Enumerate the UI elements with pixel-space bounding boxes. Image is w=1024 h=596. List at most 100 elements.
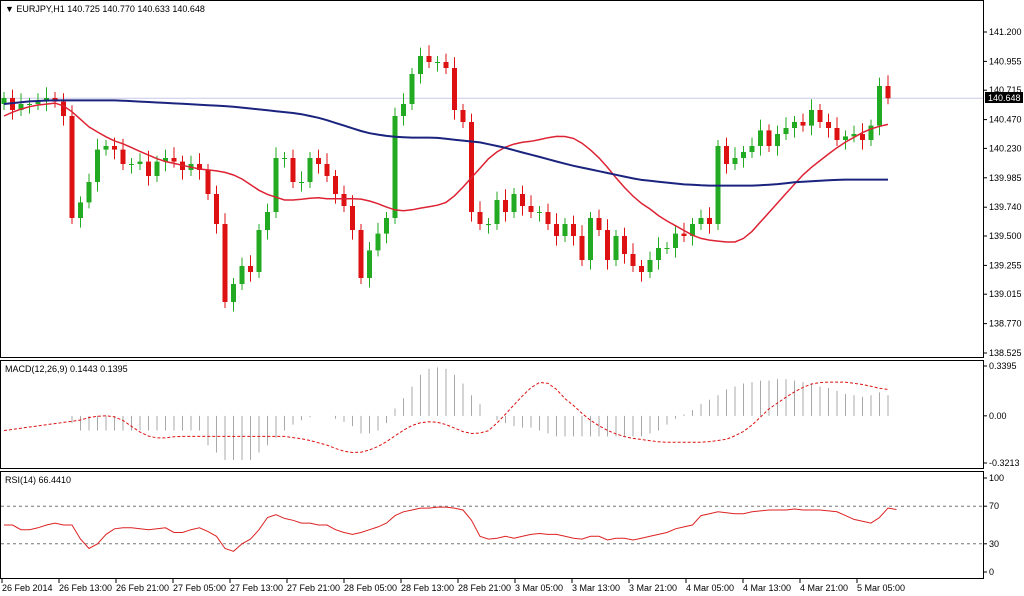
candle-body (528, 206, 534, 212)
candle-body (477, 212, 483, 224)
candle-body (18, 104, 24, 110)
candle-body (95, 149, 100, 182)
time-tick-label: 5 Mar 05:00 (857, 583, 905, 593)
symbol-label: ▼ EURJPY,H1 140.725 140.770 140.633 140.… (5, 4, 205, 14)
candle-body (579, 236, 585, 260)
candle-body (800, 122, 806, 126)
candle-body (494, 200, 500, 224)
candle-body (860, 134, 865, 140)
candle-body (282, 158, 287, 159)
price-tick-label: 139.985 (989, 173, 1022, 183)
candle-body (129, 164, 134, 165)
time-tick-label: 27 Feb 13:00 (230, 583, 283, 593)
candle-body (520, 194, 525, 206)
price-tick-label: 140.230 (989, 143, 1022, 153)
macd-label: MACD(12,26,9) 0.1443 0.1395 (5, 364, 128, 374)
time-tick-label: 26 Feb 21:00 (116, 583, 169, 593)
candle-body (154, 161, 160, 176)
candle-body (273, 158, 279, 212)
candle-body (384, 218, 389, 234)
candle-body (1, 98, 7, 104)
time-tick-label: 28 Feb 21:00 (458, 583, 511, 593)
candle-body (724, 146, 729, 164)
candle-body (69, 116, 75, 218)
time-tick-label: 27 Feb 21:00 (287, 583, 340, 593)
candle-body (78, 202, 83, 218)
price-tick-label: 139.015 (989, 289, 1022, 299)
candle-body (681, 233, 687, 236)
time-tick-label: 3 Mar 21:00 (629, 583, 677, 593)
time-tick-label: 4 Mar 13:00 (743, 583, 791, 593)
candle-body (103, 146, 109, 150)
price-tick-label: 140.715 (989, 85, 1022, 95)
current-price-badge (985, 92, 1023, 103)
candle-body (656, 248, 661, 260)
candle-body (877, 86, 882, 126)
candle-body (307, 158, 313, 182)
candle-body (299, 182, 304, 183)
candle-body (35, 101, 41, 104)
candle-body (605, 230, 610, 260)
rsi-levels (1, 505, 983, 545)
candle-body (367, 250, 372, 278)
price-tick-label: 139.500 (989, 231, 1022, 241)
macd-axis: 0.3395 0.00 -0.3213 (983, 361, 1020, 468)
candle-body (137, 161, 143, 164)
time-tick-label: 26 Feb 13:00 (59, 583, 112, 593)
candle-body (503, 200, 508, 212)
candle-body (358, 230, 364, 278)
candle-body (511, 194, 517, 212)
candle-body (426, 56, 432, 62)
candle-body (758, 130, 763, 146)
price-panel-frame (0, 0, 984, 358)
candle-body (817, 110, 823, 122)
candle-body (239, 266, 245, 284)
candle-body (27, 104, 32, 105)
candle-body (783, 128, 789, 134)
candle-body (61, 101, 66, 116)
candle-body (809, 110, 814, 126)
candle-body (86, 182, 92, 203)
candle-body (333, 176, 338, 194)
candle-body (214, 194, 219, 224)
candle-body (452, 68, 457, 110)
time-tick-label: 28 Feb 13:00 (401, 583, 454, 593)
time-tick-label: 3 Mar 13:00 (572, 583, 620, 593)
candle-body (265, 212, 270, 230)
candle-body (792, 122, 797, 128)
candle-body (163, 158, 168, 162)
candle-body (401, 104, 406, 116)
candle-body (588, 218, 593, 260)
candle-body (630, 254, 636, 266)
macd-tick-label: -0.3213 (989, 458, 1020, 468)
candle-body (112, 146, 117, 150)
time-tick-label: 28 Feb 05:00 (344, 583, 397, 593)
candle-body (868, 125, 874, 140)
price-tick-label: 138.525 (989, 348, 1022, 358)
candle-body (885, 86, 891, 99)
moving-average-fast-line (3, 102, 889, 243)
rsi-line (4, 506, 897, 552)
time-tick-label: 3 Mar 05:00 (515, 583, 563, 593)
current-price-value: 140.648 (988, 93, 1021, 103)
candle-body (392, 116, 398, 218)
candle-body (205, 170, 211, 194)
candle-body (469, 122, 474, 212)
rsi-tick-label: 0 (989, 567, 994, 577)
price-axis: 141.200 140.955 140.715 140.470 140.230 139.9… (983, 27, 1022, 358)
macd-tick-label: 0.3395 (989, 361, 1017, 371)
rsi-title: RSI(14) (5, 475, 36, 485)
candle-body (562, 224, 568, 236)
candle-body (843, 136, 848, 140)
candle-body (698, 218, 704, 224)
candle-body (826, 122, 831, 128)
candle-body (664, 248, 670, 249)
candle-body (222, 224, 228, 302)
price-tick-label: 138.770 (989, 319, 1022, 329)
candle-body (690, 224, 695, 236)
candle-body (732, 158, 738, 164)
time-tick-label: 27 Feb 05:00 (173, 583, 226, 593)
candle-body (545, 212, 551, 224)
macd-values: 0.1443 0.1395 (70, 364, 128, 374)
candle-body (316, 158, 321, 164)
